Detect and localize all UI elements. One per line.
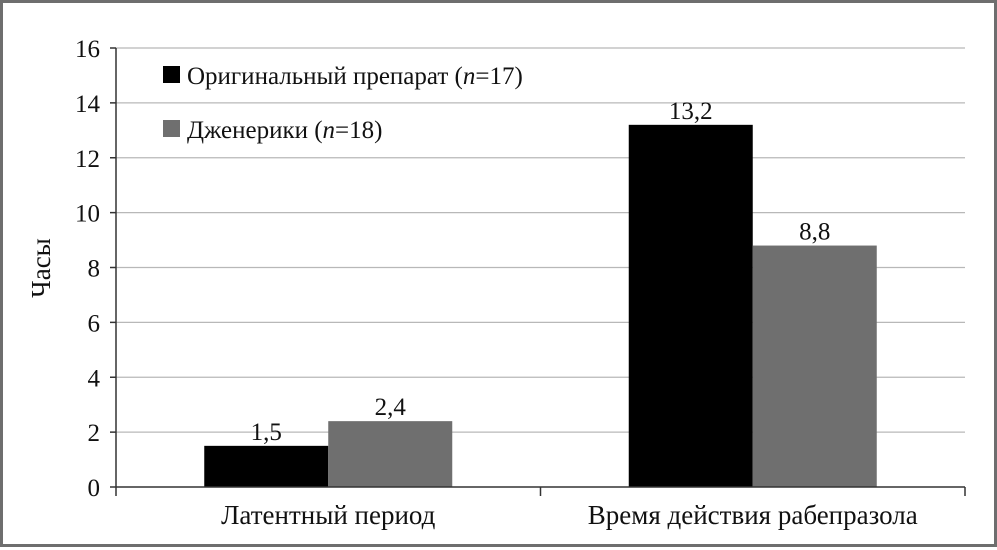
legend-swatch <box>163 66 180 83</box>
y-tick-label: 0 <box>88 475 101 502</box>
legend-text-prefix: Оригинальный препарат ( <box>187 63 463 90</box>
y-tick-label: 4 <box>88 365 101 392</box>
y-tick-label: 12 <box>75 146 100 173</box>
bars <box>204 124 877 487</box>
y-axis-label: Часы <box>26 238 56 298</box>
data-label: 13,2 <box>669 98 713 125</box>
axes <box>115 48 966 496</box>
y-tick-label: 8 <box>88 256 101 283</box>
legend-text-suffix: =18) <box>335 117 382 144</box>
legend-text-prefix: Дженерики ( <box>187 117 323 144</box>
data-label: 2,4 <box>375 394 407 421</box>
y-tick-label: 10 <box>75 201 100 228</box>
legend-text-italic: n <box>323 117 336 144</box>
legend-entry-1: Оригинальный препарат (n=17) <box>187 63 523 90</box>
x-axis-categories: Латентный период Время действия рабепразо… <box>221 500 918 530</box>
y-axis-ticks: 0 2 4 6 8 10 12 14 16 <box>75 36 116 502</box>
y-tick-label: 14 <box>75 91 101 118</box>
gridlines <box>116 47 965 433</box>
x-category-label: Латентный период <box>221 500 436 530</box>
x-category-label: Время действия рабепразола <box>588 500 918 530</box>
data-label: 1,5 <box>251 419 282 446</box>
bar-series-1-cat-2 <box>628 124 753 487</box>
bar-series-2-cat-1 <box>328 421 453 487</box>
legend-text-italic: n <box>463 63 476 90</box>
data-labels: 1,5 2,4 13,2 8,8 <box>251 98 831 446</box>
bar-series-1-cat-1 <box>204 445 329 487</box>
legend-swatch <box>163 120 180 137</box>
bar-series-2-cat-2 <box>752 245 877 487</box>
legend: Оригинальный препарат (n=17)Дженерики (n… <box>163 63 523 144</box>
legend-entry-2: Дженерики (n=18) <box>187 117 382 144</box>
bar-chart: 0 2 4 6 8 10 12 14 16 1,5 2,4 13,2 8,8 Латентный пе… <box>26 36 966 530</box>
data-label: 8,8 <box>799 219 830 246</box>
legend-text-suffix: =17) <box>475 63 522 90</box>
y-tick-label: 2 <box>88 420 101 447</box>
y-tick-label: 6 <box>88 310 101 337</box>
y-tick-label: 16 <box>75 36 100 63</box>
